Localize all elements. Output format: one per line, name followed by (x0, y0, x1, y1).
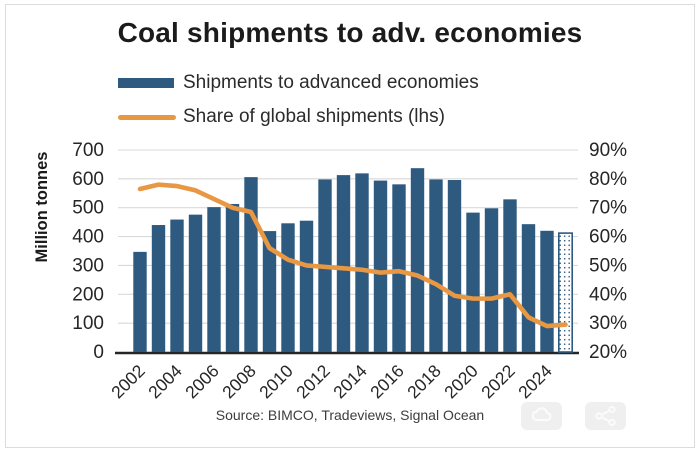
x-tick-2016: 2016 (366, 361, 408, 403)
y-axis-label: Million tonnes (33, 152, 51, 263)
y-right-tick: 50% (589, 255, 627, 276)
bar-2018 (429, 179, 443, 352)
y-right-tick: 80% (589, 169, 627, 190)
share-icon-button[interactable] (585, 402, 626, 430)
x-tick-2022: 2022 (477, 361, 519, 403)
y-right-tick: 70% (589, 198, 627, 219)
legend-item-shipments: Shipments to advanced economies (118, 68, 479, 98)
bar-2021 (484, 208, 499, 352)
bar-series (133, 168, 573, 353)
cloud-icon-button[interactable] (521, 402, 562, 430)
bar-swatch-icon (118, 78, 174, 88)
y-left-tick: 400 (72, 227, 104, 248)
x-tick-2024: 2024 (514, 361, 556, 403)
share-line (137, 182, 568, 329)
x-tick-2020: 2020 (440, 361, 482, 403)
bar-2008 (244, 177, 258, 352)
bar-2025 (558, 233, 573, 352)
x-tick-2018: 2018 (403, 361, 445, 403)
y-left-tick: 300 (72, 255, 104, 276)
legend: Shipments to advanced economies Share of… (118, 68, 479, 136)
y-left-tick: 0 (93, 342, 104, 363)
bar-2011 (299, 220, 314, 352)
legend-label-shipments: Shipments to advanced economies (183, 72, 479, 93)
x-tick-2002: 2002 (107, 361, 149, 403)
bar-2002 (133, 251, 147, 352)
y-right-tick: 90% (589, 140, 627, 161)
bar-2005 (188, 214, 203, 352)
bar-2009 (262, 231, 277, 352)
bar-2020 (466, 212, 480, 352)
bar-2016 (392, 184, 406, 352)
bar-2017 (410, 168, 425, 352)
y-right-tick: 30% (589, 313, 627, 334)
bar-2010 (281, 223, 295, 352)
bar-2019 (447, 180, 462, 352)
y-right-tick: 20% (589, 342, 627, 363)
y-left-tick: 200 (72, 284, 104, 305)
bar-2007 (225, 203, 240, 352)
legend-label-share: Share of global shipments (lhs) (183, 106, 445, 127)
cloud-icon (531, 407, 552, 422)
line-swatch-icon (118, 114, 176, 120)
y-left-tick: 600 (72, 169, 104, 190)
bar-2025 (557, 232, 573, 353)
x-tick-2004: 2004 (144, 361, 186, 403)
bar-2006 (207, 207, 221, 352)
bar-2014 (355, 173, 369, 352)
viewer-overlay-buttons (521, 402, 626, 430)
x-tick-2012: 2012 (292, 361, 334, 403)
y-left-tick: 700 (72, 140, 104, 161)
x-tick-2010: 2010 (255, 361, 297, 403)
bar-2022 (503, 199, 517, 352)
y-right-tick: 60% (589, 227, 627, 248)
share-network-icon (594, 406, 616, 426)
bar-2013 (336, 175, 351, 352)
line-series (137, 182, 568, 329)
x-tick-2014: 2014 (329, 361, 371, 403)
bar-2003 (151, 225, 166, 352)
y-left-tick: 500 (72, 198, 104, 219)
source-caption: Source: BIMCO, Tradeviews, Signal Ocean (215, 407, 485, 423)
bar-2004 (170, 219, 184, 352)
legend-item-share: Share of global shipments (lhs) (118, 102, 479, 132)
bar-2015 (373, 180, 388, 352)
bar-2023 (521, 224, 536, 352)
y-left-tick: 100 (72, 313, 104, 334)
y-right-tick: 40% (589, 284, 627, 305)
x-tick-2008: 2008 (218, 361, 260, 403)
chart-title: Coal shipments to adv. economies (117, 17, 583, 48)
x-tick-2006: 2006 (181, 361, 223, 403)
bar-2024 (540, 230, 554, 352)
